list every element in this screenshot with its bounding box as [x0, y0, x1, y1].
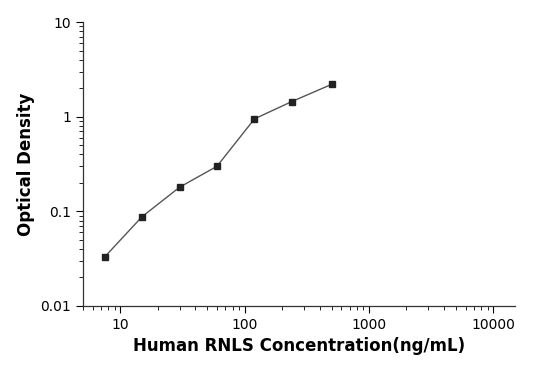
Y-axis label: Optical Density: Optical Density [17, 92, 35, 236]
X-axis label: Human RNLS Concentration(ng/mL): Human RNLS Concentration(ng/mL) [133, 337, 465, 355]
